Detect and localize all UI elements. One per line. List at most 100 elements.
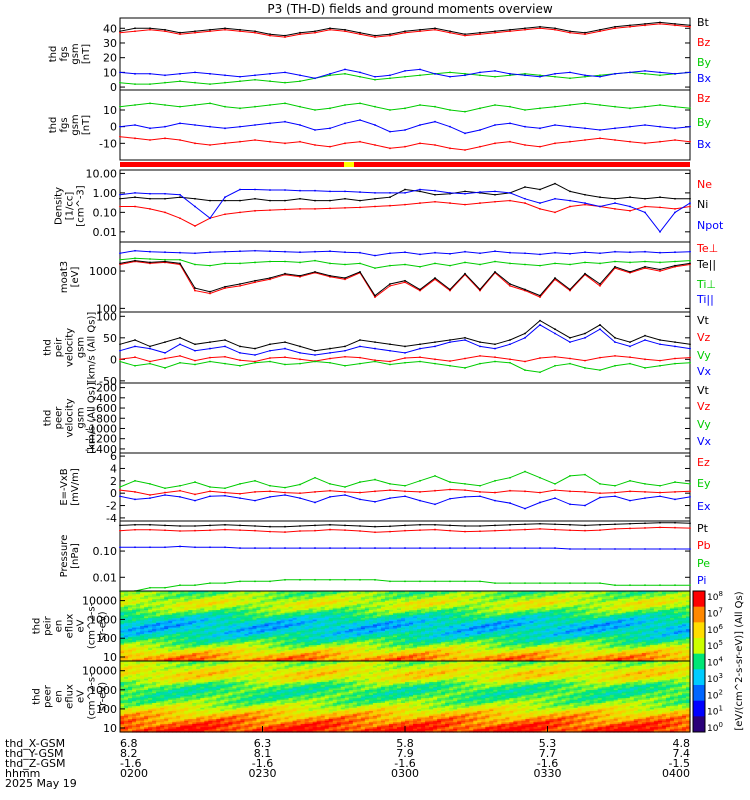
spectrogram-cell — [368, 597, 374, 600]
spectrogram-cell — [260, 614, 266, 618]
spectrogram-cell — [248, 595, 254, 598]
data-point — [614, 202, 616, 204]
data-point — [239, 80, 241, 83]
spectrogram-cell — [473, 622, 478, 626]
data-point — [419, 356, 421, 359]
data-point — [164, 197, 166, 200]
spectrogram-cell — [557, 600, 563, 603]
spectrogram-cell — [188, 608, 193, 611]
spectrogram-cell — [176, 606, 181, 610]
spectrogram-cell — [601, 616, 607, 619]
data-point — [254, 249, 256, 252]
spectrogram-cell — [268, 618, 274, 621]
data-point — [389, 283, 391, 285]
spectrogram-cell — [557, 627, 563, 630]
spectrogram-cell — [128, 598, 133, 602]
spectrogram-cell — [533, 626, 539, 629]
spectrogram-cell — [433, 614, 438, 618]
spectrogram-cell — [529, 598, 535, 602]
spectrogram-cell — [673, 603, 679, 606]
spectrogram-cell — [172, 616, 177, 619]
spectrogram-cell — [120, 608, 125, 611]
spectrogram-cell — [573, 629, 579, 632]
spectrogram-cell — [144, 613, 149, 616]
data-point — [269, 490, 271, 493]
spectrogram-cell — [264, 626, 270, 629]
spectrogram-cell — [324, 598, 330, 602]
spectrogram-cell — [453, 598, 458, 602]
spectrogram-cell — [132, 616, 137, 619]
spectrogram-cell — [621, 624, 627, 627]
spectrogram-cell — [152, 597, 157, 600]
data-point — [254, 499, 256, 502]
data-point — [494, 360, 496, 363]
spectrogram-cell — [300, 592, 306, 595]
spectrogram-cell — [465, 608, 470, 611]
data-point — [359, 547, 361, 549]
data-point — [404, 345, 406, 348]
spectrogram-cell — [248, 616, 254, 619]
data-point — [584, 203, 586, 206]
spectrogram-cell — [453, 626, 458, 629]
spectrogram-cell — [300, 624, 306, 627]
spectrogram-cell — [429, 610, 434, 613]
spectrogram-cell — [136, 613, 141, 616]
data-point — [419, 347, 421, 350]
spectrogram-cell — [669, 626, 675, 629]
spectrogram-cell — [252, 600, 258, 603]
spectrogram-cell — [613, 592, 619, 595]
spectrogram-cell — [348, 605, 354, 608]
data-point — [674, 362, 676, 365]
spectrogram-cell — [493, 621, 498, 624]
spectrogram-cell — [557, 592, 563, 595]
spectrogram-cell — [288, 595, 294, 598]
spectrogram-cell — [296, 616, 302, 619]
spectrogram-cell — [140, 591, 145, 594]
data-point — [434, 105, 436, 108]
spectrogram-cell — [617, 626, 623, 629]
spectrogram-cell — [537, 613, 543, 616]
spectrogram-cell — [140, 610, 145, 613]
spectrogram-cell — [136, 610, 141, 613]
spectrogram-cell — [505, 611, 510, 614]
data-point — [509, 199, 511, 202]
spectrogram-cell — [368, 592, 374, 595]
spectrogram-cell — [260, 613, 266, 616]
spectrogram-cell — [553, 629, 559, 632]
spectrogram-cell — [392, 605, 398, 608]
spectrogram-cell — [252, 594, 258, 597]
spectrogram-cell — [413, 613, 418, 616]
data-point — [464, 250, 466, 253]
spectrogram-cell — [248, 619, 254, 622]
spectrogram-cell — [352, 614, 358, 618]
spectrogram-cell — [208, 627, 213, 630]
spectrogram-cell — [601, 611, 607, 614]
spectrogram-cell — [176, 594, 181, 597]
spectrogram-cell — [124, 603, 129, 606]
data-point — [179, 584, 181, 587]
spectrogram-cell — [469, 592, 474, 595]
spectrogram-cell — [501, 594, 506, 597]
spectrogram-cell — [593, 626, 599, 629]
spectrogram-cell — [292, 594, 298, 597]
spectrogram-cell — [264, 618, 270, 621]
data-point — [569, 490, 571, 493]
spectrogram-cell — [360, 616, 366, 619]
data-point — [659, 584, 661, 587]
spectrogram-cell — [140, 606, 145, 610]
spectrogram-cell — [425, 626, 430, 629]
data-point — [239, 211, 241, 214]
spectrogram-cell — [541, 622, 547, 626]
spectrogram-cell — [573, 616, 579, 619]
data-point — [179, 122, 181, 125]
data-point — [404, 263, 406, 266]
spectrogram-cell — [629, 614, 635, 618]
ytick-label: 10.00 — [86, 167, 118, 180]
spectrogram-cell — [581, 602, 587, 605]
spectrogram-cell — [577, 616, 583, 619]
spectrogram-cell — [477, 600, 482, 603]
data-point — [509, 262, 511, 265]
spectrogram-cell — [677, 621, 683, 624]
ytick-label: 100 — [96, 310, 117, 323]
spectrogram-cell — [212, 605, 217, 608]
